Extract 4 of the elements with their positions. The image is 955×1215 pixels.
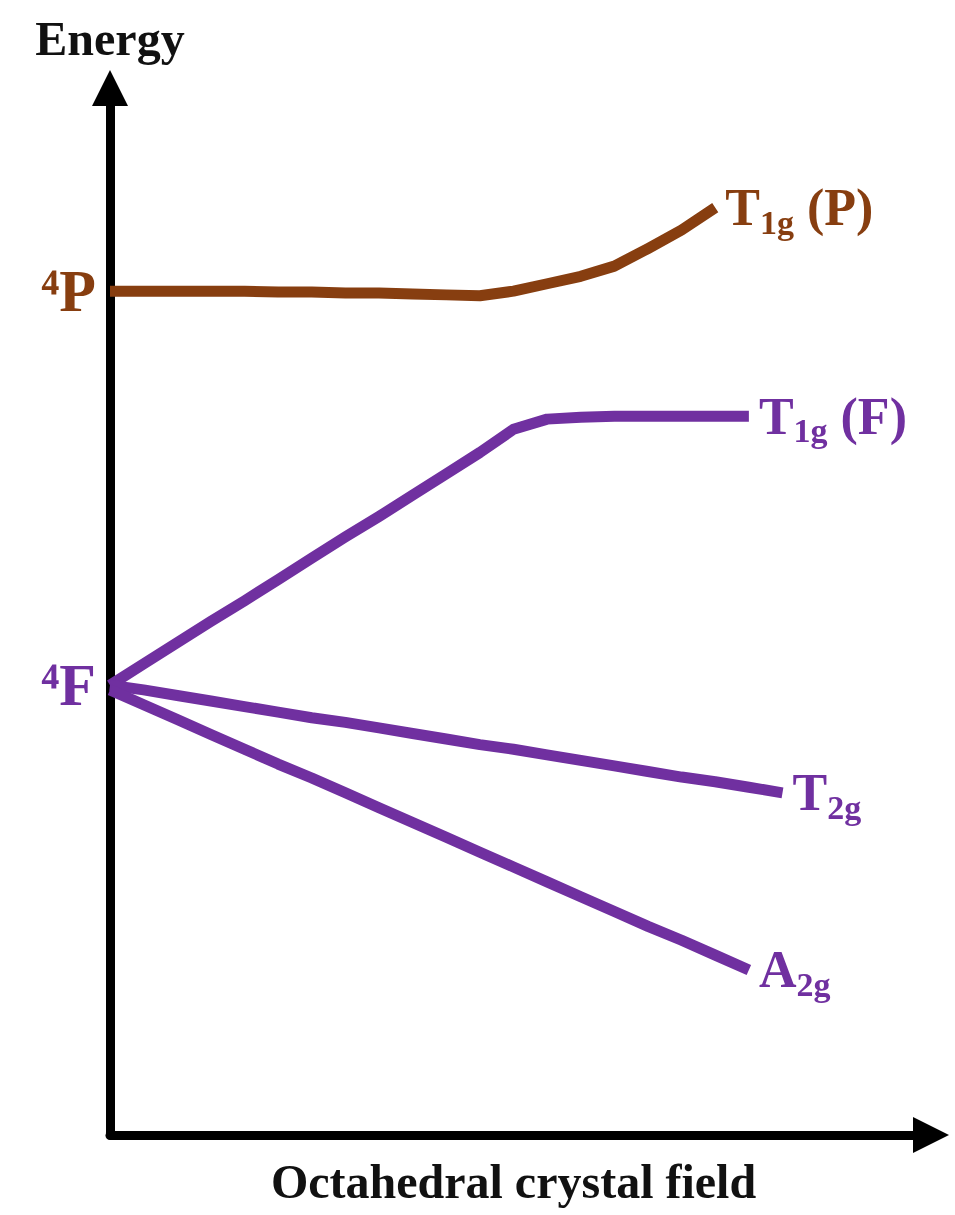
text: ⁴P: [41, 258, 96, 325]
y-axis-title: Energy: [35, 11, 185, 65]
text: ⁴F: [41, 652, 96, 719]
x-axis-title: Octahedral crystal field: [270, 1154, 757, 1208]
